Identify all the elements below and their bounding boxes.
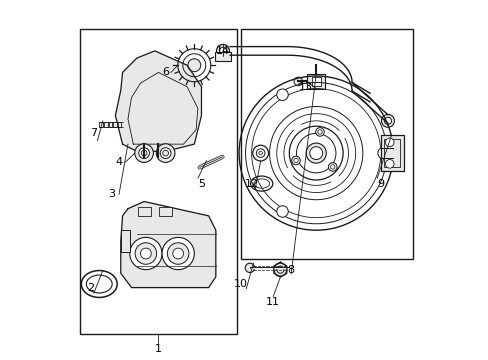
Circle shape — [309, 147, 322, 159]
Circle shape — [172, 248, 183, 259]
Circle shape — [141, 150, 147, 156]
Circle shape — [156, 144, 175, 162]
Circle shape — [291, 156, 300, 165]
Bar — [306, 74, 325, 89]
Bar — [118, 122, 121, 127]
Circle shape — [330, 165, 334, 169]
Bar — [241, 30, 412, 259]
Circle shape — [276, 206, 287, 217]
Circle shape — [135, 243, 156, 264]
Bar — [99, 122, 102, 127]
Text: 9: 9 — [376, 179, 384, 189]
Bar — [137, 207, 150, 216]
Circle shape — [293, 158, 298, 163]
Bar — [384, 139, 400, 167]
Circle shape — [273, 263, 286, 276]
Bar — [311, 77, 320, 86]
Circle shape — [258, 151, 262, 155]
Bar — [159, 207, 172, 216]
Circle shape — [315, 127, 324, 136]
FancyArrowPatch shape — [201, 156, 220, 169]
Text: 12: 12 — [244, 179, 258, 189]
Bar — [215, 51, 230, 61]
Circle shape — [384, 117, 391, 125]
Circle shape — [381, 114, 394, 127]
Text: 5: 5 — [198, 179, 204, 189]
Text: 13: 13 — [298, 82, 312, 92]
Circle shape — [377, 147, 388, 159]
Circle shape — [216, 44, 229, 57]
Circle shape — [167, 243, 188, 264]
Bar — [104, 122, 107, 127]
Circle shape — [305, 143, 325, 163]
Text: 10: 10 — [233, 279, 247, 289]
Text: 2: 2 — [86, 283, 94, 293]
Circle shape — [135, 144, 153, 162]
Circle shape — [187, 59, 201, 72]
Circle shape — [163, 150, 168, 156]
Polygon shape — [115, 51, 201, 151]
Text: 14: 14 — [216, 46, 229, 56]
Circle shape — [317, 130, 322, 134]
Text: 8: 8 — [287, 265, 294, 275]
Circle shape — [328, 163, 336, 171]
Text: 11: 11 — [265, 297, 280, 307]
Bar — [380, 135, 403, 171]
Circle shape — [385, 159, 393, 168]
Circle shape — [140, 248, 151, 259]
Circle shape — [244, 263, 254, 273]
Circle shape — [160, 148, 171, 158]
Text: 6: 6 — [162, 67, 169, 77]
Polygon shape — [121, 202, 215, 288]
Circle shape — [162, 237, 194, 270]
Text: 1: 1 — [155, 343, 162, 354]
Circle shape — [139, 148, 149, 158]
Circle shape — [129, 237, 162, 270]
Bar — [80, 30, 237, 334]
Bar — [108, 122, 112, 127]
Circle shape — [385, 138, 393, 147]
Circle shape — [276, 89, 287, 100]
Bar — [113, 122, 117, 127]
Text: 7: 7 — [90, 129, 97, 138]
Text: 4: 4 — [115, 157, 122, 167]
Circle shape — [219, 47, 226, 54]
Text: 3: 3 — [108, 189, 115, 199]
Bar — [121, 230, 129, 252]
Circle shape — [293, 77, 302, 86]
